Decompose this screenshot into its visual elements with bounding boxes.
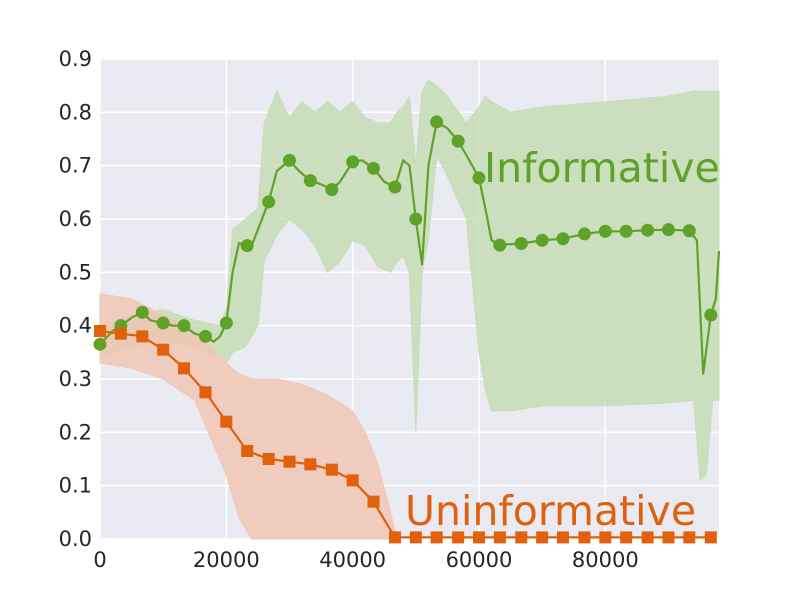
y-tick-label: 0.2 — [59, 420, 92, 444]
series-label-informative: Informative — [484, 144, 720, 192]
marker-uninformative — [430, 531, 443, 544]
marker-uninformative — [452, 531, 465, 544]
band-informative — [99, 79, 720, 482]
y-tick-label: 0.0 — [59, 527, 92, 551]
marker-uninformative — [515, 531, 528, 544]
marker-informative — [661, 223, 675, 237]
series-markers — [93, 115, 718, 544]
marker-uninformative — [493, 531, 506, 544]
series-label-uninformative: Uninformative — [405, 487, 696, 535]
marker-uninformative — [388, 531, 401, 544]
marker-informative — [556, 232, 570, 246]
y-tick-label: 0.3 — [59, 367, 92, 391]
marker-uninformative — [136, 330, 149, 343]
marker-informative — [262, 195, 276, 209]
marker-informative — [535, 233, 549, 247]
marker-informative — [704, 308, 718, 322]
marker-informative — [240, 239, 254, 253]
y-tick-label: 0.9 — [59, 47, 92, 71]
marker-informative — [409, 212, 423, 226]
marker-uninformative — [178, 362, 191, 375]
marker-informative — [598, 224, 612, 238]
marker-informative — [577, 227, 591, 241]
marker-uninformative — [157, 343, 170, 356]
marker-uninformative — [599, 531, 612, 544]
y-tick-label: 0.4 — [59, 314, 92, 338]
marker-uninformative — [536, 531, 549, 544]
marker-uninformative — [662, 531, 675, 544]
marker-informative — [135, 305, 149, 319]
marker-uninformative — [704, 531, 717, 544]
marker-uninformative — [283, 455, 296, 468]
marker-uninformative — [220, 415, 233, 428]
marker-informative — [156, 316, 170, 330]
marker-uninformative — [325, 463, 338, 476]
y-axis-ticks: 0.0 0.1 0.2 0.3 0.4 0.5 0.6 0.7 0.8 0.9 — [59, 47, 92, 551]
marker-uninformative — [556, 531, 569, 544]
marker-informative — [93, 337, 107, 351]
marker-informative — [346, 155, 360, 169]
marker-uninformative — [409, 531, 422, 544]
x-tick-label: 40000 — [319, 548, 386, 572]
y-tick-label: 0.1 — [59, 474, 92, 498]
marker-informative — [177, 319, 191, 333]
y-tick-label: 0.6 — [59, 207, 92, 231]
marker-informative — [619, 224, 633, 238]
marker-informative — [282, 153, 296, 167]
marker-uninformative — [199, 386, 212, 399]
marker-informative — [451, 134, 465, 148]
x-tick-label: 0 — [93, 548, 106, 572]
marker-informative — [472, 171, 486, 185]
marker-uninformative — [94, 325, 106, 337]
marker-informative — [388, 180, 402, 194]
marker-uninformative — [346, 474, 359, 487]
marker-informative — [430, 115, 444, 129]
x-tick-label: 80000 — [572, 548, 639, 572]
marker-uninformative — [683, 531, 696, 544]
marker-uninformative — [472, 531, 485, 544]
marker-informative — [219, 316, 233, 330]
marker-informative — [303, 174, 317, 188]
marker-informative — [641, 223, 655, 237]
marker-uninformative — [304, 458, 317, 471]
marker-informative — [682, 224, 696, 238]
y-tick-label: 0.7 — [59, 154, 92, 178]
marker-informative — [325, 183, 339, 197]
marker-uninformative — [620, 531, 633, 544]
y-tick-label: 0.8 — [59, 100, 92, 124]
marker-uninformative — [241, 445, 254, 457]
x-tick-label: 20000 — [193, 548, 260, 572]
x-tick-label: 60000 — [446, 548, 513, 572]
marker-uninformative — [367, 495, 380, 508]
marker-informative — [366, 161, 380, 175]
marker-uninformative — [578, 531, 591, 544]
marker-informative — [514, 237, 528, 251]
x-axis-ticks: 0 20000 40000 60000 80000 — [93, 548, 638, 572]
marker-informative — [198, 329, 212, 343]
marker-uninformative — [114, 327, 127, 340]
marker-uninformative — [641, 531, 654, 544]
marker-informative — [493, 238, 507, 252]
marker-uninformative — [262, 453, 275, 465]
y-tick-label: 0.5 — [59, 260, 92, 284]
